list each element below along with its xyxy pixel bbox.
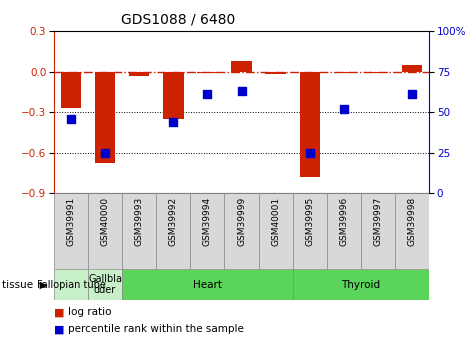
- Bar: [156, 193, 190, 269]
- Text: GSM39993: GSM39993: [135, 197, 144, 246]
- Bar: [258, 193, 293, 269]
- Bar: [368, 71, 388, 73]
- Text: GSM39991: GSM39991: [67, 197, 76, 246]
- Bar: [333, 71, 354, 73]
- Text: GSM39994: GSM39994: [203, 197, 212, 246]
- Point: [170, 119, 177, 125]
- Point: [238, 88, 245, 94]
- Point: [340, 106, 348, 112]
- Bar: [54, 269, 88, 300]
- Text: GSM39998: GSM39998: [408, 197, 416, 246]
- Bar: [122, 269, 293, 300]
- Text: GSM39999: GSM39999: [237, 197, 246, 246]
- Bar: [300, 71, 320, 177]
- Bar: [402, 65, 422, 71]
- Text: Heart: Heart: [193, 280, 222, 289]
- Bar: [265, 71, 286, 74]
- Bar: [61, 71, 81, 108]
- Bar: [197, 71, 218, 73]
- Bar: [225, 193, 258, 269]
- Point: [408, 91, 416, 97]
- Text: Fallopian tube: Fallopian tube: [37, 280, 106, 289]
- Point: [67, 116, 75, 121]
- Text: ■: ■: [54, 307, 64, 317]
- Text: Gallbla
dder: Gallbla dder: [88, 274, 122, 295]
- Text: GSM40001: GSM40001: [271, 197, 280, 246]
- Bar: [293, 269, 429, 300]
- Point: [306, 150, 313, 155]
- Bar: [129, 71, 150, 76]
- Text: tissue  ▶: tissue ▶: [2, 280, 48, 289]
- Text: GSM39995: GSM39995: [305, 197, 314, 246]
- Bar: [293, 193, 327, 269]
- Point: [204, 91, 211, 97]
- Text: percentile rank within the sample: percentile rank within the sample: [68, 325, 244, 334]
- Bar: [361, 193, 395, 269]
- Bar: [122, 193, 156, 269]
- Bar: [54, 193, 88, 269]
- Bar: [190, 193, 225, 269]
- Text: GSM39992: GSM39992: [169, 197, 178, 246]
- Bar: [95, 71, 115, 164]
- Bar: [231, 61, 252, 71]
- Bar: [88, 269, 122, 300]
- Bar: [88, 193, 122, 269]
- Text: GSM40000: GSM40000: [100, 197, 110, 246]
- Bar: [327, 193, 361, 269]
- Text: GSM39996: GSM39996: [340, 197, 348, 246]
- Bar: [395, 193, 429, 269]
- Text: log ratio: log ratio: [68, 307, 112, 317]
- Text: ■: ■: [54, 325, 64, 334]
- Text: GSM39997: GSM39997: [373, 197, 383, 246]
- Text: GDS1088 / 6480: GDS1088 / 6480: [121, 12, 235, 26]
- Point: [101, 150, 109, 155]
- Text: Thyroid: Thyroid: [341, 280, 380, 289]
- Bar: [163, 71, 183, 119]
